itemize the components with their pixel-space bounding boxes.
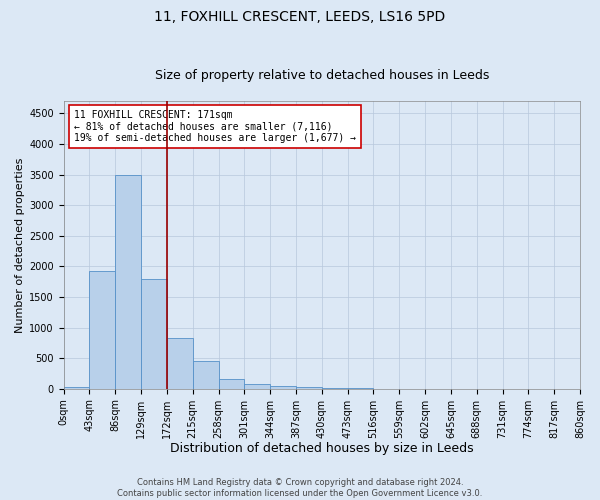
Text: 11 FOXHILL CRESCENT: 171sqm
← 81% of detached houses are smaller (7,116)
19% of : 11 FOXHILL CRESCENT: 171sqm ← 81% of det… [74,110,356,143]
Bar [167,338,193,388]
Y-axis label: Number of detached properties: Number of detached properties [15,158,25,332]
Bar [296,387,322,388]
Bar [89,272,115,388]
Bar [218,380,244,388]
Bar [244,384,270,388]
Text: Contains HM Land Registry data © Crown copyright and database right 2024.
Contai: Contains HM Land Registry data © Crown c… [118,478,482,498]
Title: Size of property relative to detached houses in Leeds: Size of property relative to detached ho… [155,69,489,82]
Bar [193,361,218,388]
Bar [270,386,296,388]
Bar [115,174,141,388]
Bar [64,387,89,388]
Bar [141,279,167,388]
X-axis label: Distribution of detached houses by size in Leeds: Distribution of detached houses by size … [170,442,473,455]
Text: 11, FOXHILL CRESCENT, LEEDS, LS16 5PD: 11, FOXHILL CRESCENT, LEEDS, LS16 5PD [154,10,446,24]
